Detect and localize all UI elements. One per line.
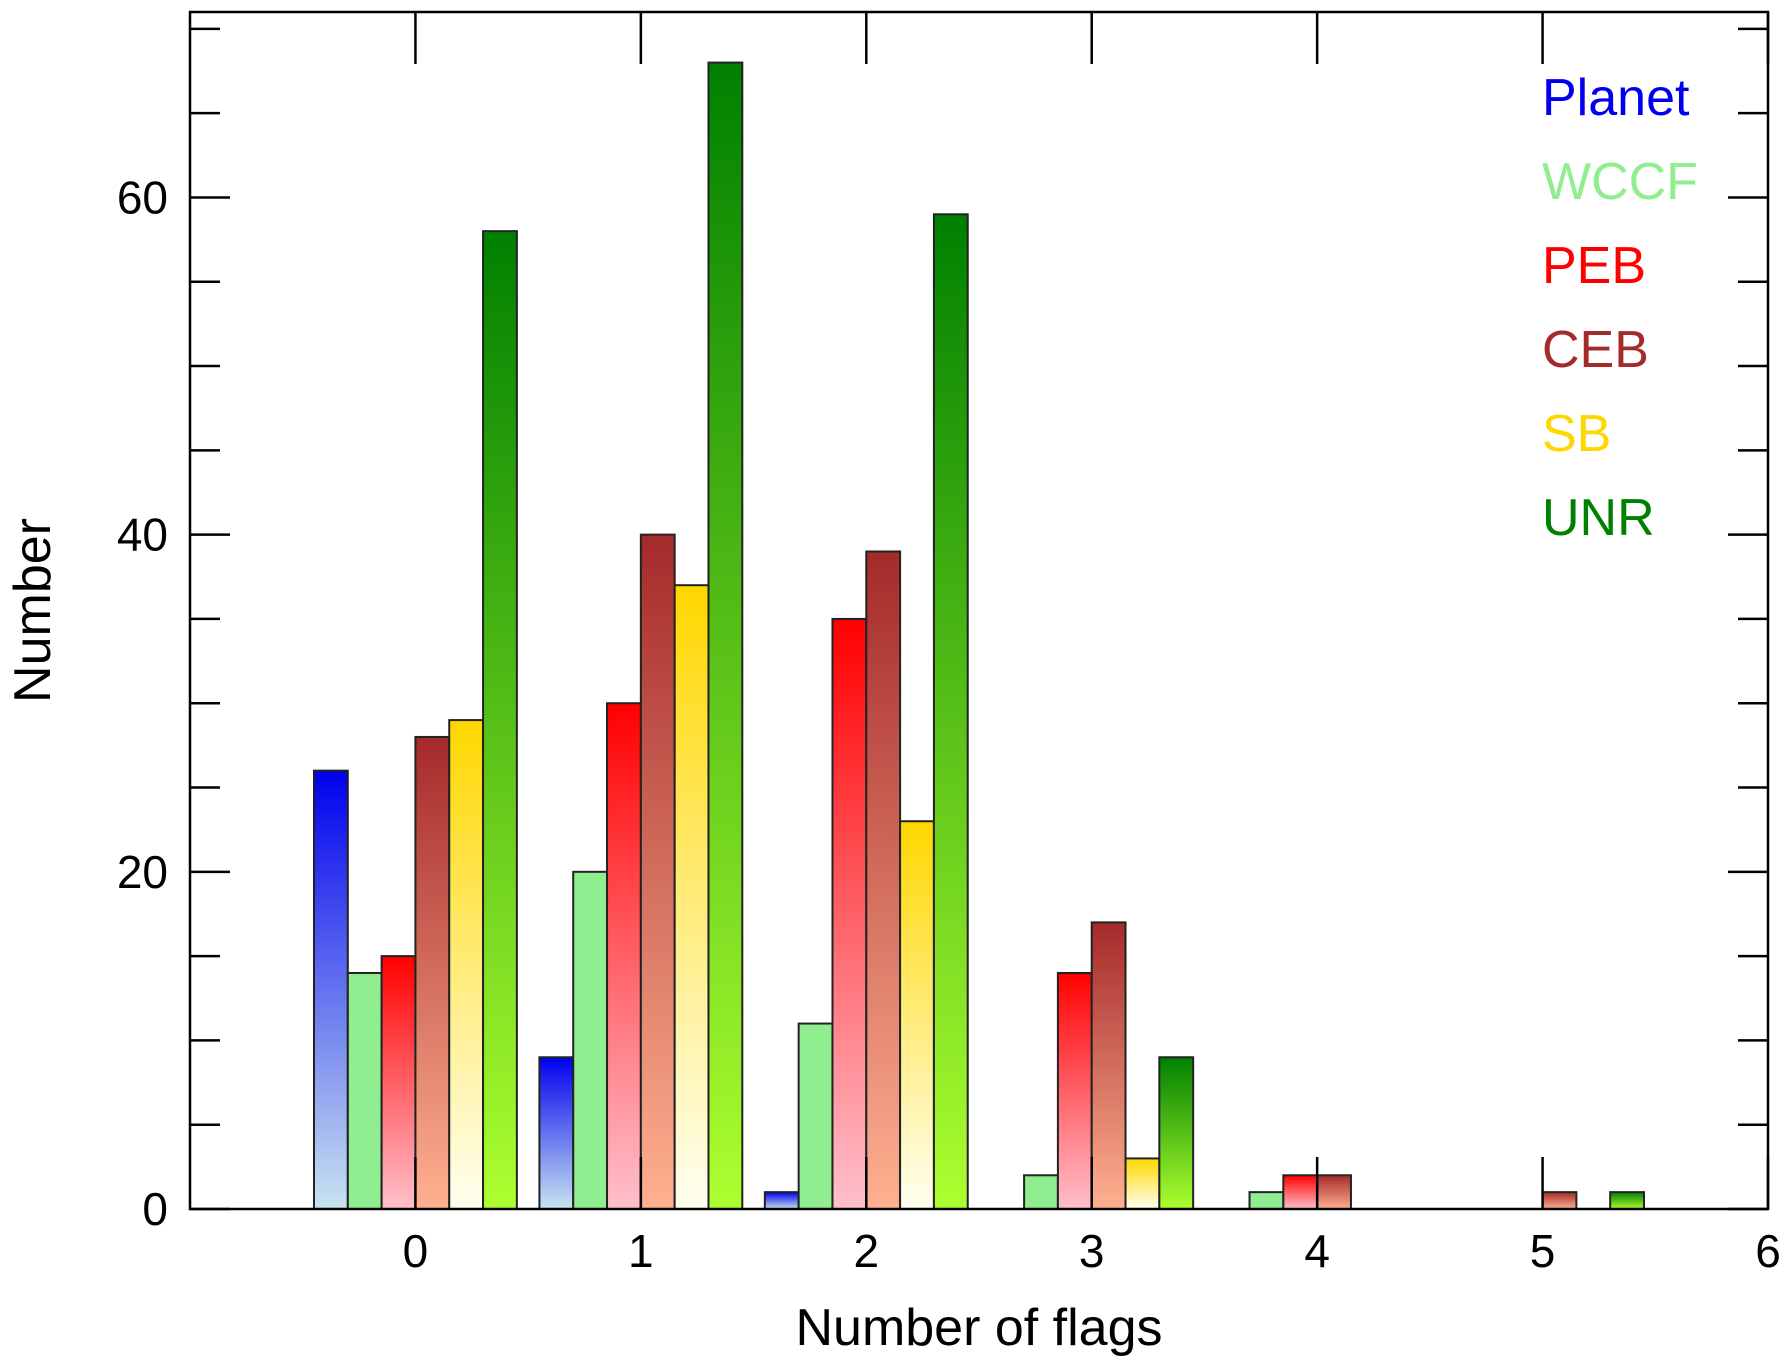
bar-wccf-3 — [1023, 1174, 1059, 1211]
bar-ceb-4 — [1316, 1174, 1352, 1211]
bar-planet-1 — [538, 1056, 575, 1210]
legend-entry-wccf: WCCF — [1542, 153, 1698, 211]
x-tick-label-6: 6 — [1755, 1225, 1781, 1277]
bar-wccf-2 — [797, 1022, 834, 1211]
bar-sb-3 — [1124, 1157, 1161, 1210]
bar-wccf-1 — [572, 870, 609, 1210]
bar-planet-2 — [763, 1191, 800, 1211]
bar-peb-3 — [1056, 971, 1093, 1210]
y-tick-label-60: 60 — [117, 171, 168, 223]
bar-unr-5 — [1609, 1191, 1646, 1211]
bar-wccf-4 — [1248, 1191, 1285, 1211]
x-tick-label-3: 3 — [1079, 1225, 1105, 1277]
bar-ceb-1 — [639, 533, 676, 1210]
bar-wccf-0 — [346, 971, 383, 1210]
legend-entry-ceb: CEB — [1542, 321, 1649, 379]
ticks-layer — [190, 12, 1770, 1211]
y-tick-label-40: 40 — [117, 509, 168, 561]
x-axis-label: Number of flags — [795, 1299, 1162, 1357]
y-axis-label: Number — [4, 518, 62, 703]
legend-entry-sb: SB — [1542, 405, 1611, 463]
x-tick-label-4: 4 — [1304, 1225, 1330, 1277]
legend-entry-peb: PEB — [1542, 237, 1646, 295]
bar-ceb-5 — [1541, 1191, 1578, 1211]
bar-peb-0 — [380, 955, 417, 1210]
legend: Planet WCCF PEB CEB SB UNR — [1542, 69, 1698, 547]
plot-frame — [188, 10, 1770, 1211]
bar-ceb-2 — [865, 550, 902, 1210]
bar-peb-4 — [1282, 1174, 1319, 1211]
x-tick-label-2: 2 — [853, 1225, 879, 1277]
x-tick-label-5: 5 — [1530, 1225, 1556, 1277]
bar-ceb-0 — [414, 735, 451, 1210]
x-tick-label-0: 0 — [403, 1225, 429, 1277]
bar-sb-0 — [448, 719, 485, 1211]
bar-peb-1 — [606, 702, 642, 1210]
y-tick-label-20: 20 — [117, 846, 168, 898]
bar-ceb-3 — [1090, 921, 1127, 1210]
y-tick-label-0: 0 — [142, 1183, 168, 1235]
bar-sb-1 — [673, 584, 710, 1210]
bar-unr-1 — [707, 61, 744, 1210]
legend-entry-planet: Planet — [1542, 69, 1690, 127]
bar-unr-2 — [932, 213, 969, 1210]
bars-layer — [312, 61, 1646, 1211]
bar-unr-3 — [1158, 1056, 1195, 1210]
x-tick-label-1: 1 — [628, 1225, 654, 1277]
bar-unr-0 — [482, 230, 518, 1211]
bar-peb-2 — [831, 617, 868, 1210]
bar-planet-0 — [312, 769, 349, 1211]
bar-sb-2 — [899, 820, 935, 1210]
legend-entry-unr: UNR — [1542, 489, 1655, 547]
